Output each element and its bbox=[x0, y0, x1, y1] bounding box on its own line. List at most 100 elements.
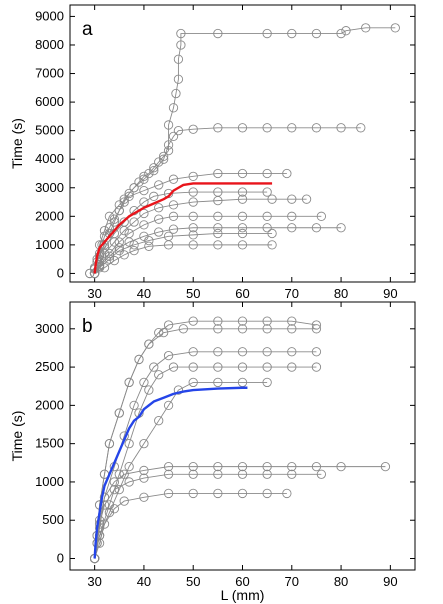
data-point bbox=[119, 496, 129, 506]
data-point bbox=[109, 217, 120, 227]
data-point bbox=[213, 488, 223, 499]
data-point bbox=[168, 174, 179, 184]
data-point bbox=[188, 316, 198, 326]
data-point bbox=[176, 40, 186, 50]
data-point bbox=[124, 377, 134, 388]
data-point bbox=[144, 241, 154, 251]
data-point bbox=[380, 461, 391, 472]
data-point bbox=[154, 180, 164, 190]
data-point bbox=[163, 140, 174, 150]
data-point bbox=[114, 408, 124, 418]
data-point bbox=[119, 469, 129, 479]
data-point bbox=[361, 23, 371, 33]
data-point bbox=[213, 123, 223, 133]
data-point bbox=[99, 263, 110, 273]
data-point bbox=[262, 168, 272, 179]
data-point bbox=[213, 228, 223, 239]
data-point bbox=[168, 103, 179, 113]
y-tick-label: 5000 bbox=[35, 123, 64, 138]
data-point bbox=[213, 28, 223, 39]
data-point bbox=[144, 168, 154, 179]
data-point bbox=[104, 248, 115, 259]
data-point bbox=[124, 477, 134, 487]
data-point bbox=[262, 123, 272, 133]
data-point bbox=[149, 165, 159, 176]
data-point bbox=[163, 350, 174, 361]
trajectory-8 bbox=[89, 240, 277, 279]
data-point bbox=[262, 324, 272, 334]
y-tick-label: 4000 bbox=[35, 151, 64, 166]
y-tick-label: 1000 bbox=[35, 474, 64, 489]
x-tick-label: 90 bbox=[383, 286, 397, 301]
data-point bbox=[144, 385, 154, 395]
mean-curve bbox=[93, 182, 273, 274]
data-point bbox=[163, 488, 174, 499]
data-point bbox=[154, 227, 164, 237]
data-point bbox=[237, 168, 248, 179]
data-point bbox=[316, 469, 327, 479]
data-point bbox=[134, 177, 144, 187]
plot-frame bbox=[69, 301, 416, 571]
data-point bbox=[124, 237, 134, 247]
data-point bbox=[262, 211, 272, 221]
panel-letter: b bbox=[82, 316, 93, 337]
data-point bbox=[149, 191, 159, 201]
data-point bbox=[139, 174, 149, 184]
data-point bbox=[213, 324, 223, 334]
data-point bbox=[139, 473, 149, 483]
data-point bbox=[262, 362, 272, 372]
trajectory-line bbox=[94, 381, 268, 559]
y-tick-label: 3000 bbox=[35, 180, 64, 195]
y-tick-label: 2500 bbox=[35, 359, 64, 374]
data-point bbox=[213, 469, 223, 479]
y-tick-label: 0 bbox=[57, 265, 64, 280]
y-tick-label: 500 bbox=[42, 512, 64, 527]
data-point bbox=[287, 362, 297, 372]
data-point bbox=[104, 211, 115, 221]
data-point bbox=[124, 461, 134, 472]
x-tick-label: 40 bbox=[137, 286, 151, 301]
data-point bbox=[213, 461, 223, 472]
data-point bbox=[188, 171, 198, 181]
data-point bbox=[287, 194, 297, 204]
x-tick-label: 80 bbox=[334, 574, 348, 589]
data-point bbox=[188, 124, 198, 134]
data-point bbox=[188, 240, 198, 250]
x-tick-label: 80 bbox=[334, 286, 348, 301]
data-point bbox=[262, 347, 272, 357]
data-point bbox=[119, 197, 129, 207]
data-point bbox=[237, 240, 248, 250]
data-point bbox=[163, 120, 174, 130]
data-point bbox=[188, 469, 198, 479]
data-point bbox=[287, 211, 297, 221]
x-tick-label: 30 bbox=[87, 574, 101, 589]
data-point bbox=[119, 250, 129, 260]
data-point bbox=[129, 183, 139, 193]
data-point bbox=[237, 488, 248, 499]
data-point bbox=[139, 492, 149, 502]
data-point bbox=[144, 339, 154, 349]
data-point bbox=[341, 26, 351, 36]
trajectory-4 bbox=[89, 194, 312, 279]
data-point bbox=[114, 243, 124, 253]
data-point bbox=[149, 362, 159, 372]
data-point bbox=[311, 28, 322, 39]
data-point bbox=[163, 461, 174, 472]
data-point bbox=[109, 255, 120, 266]
data-point bbox=[129, 245, 139, 256]
y-tick-label: 9000 bbox=[35, 8, 64, 23]
x-tick-label: 70 bbox=[285, 574, 299, 589]
data-point bbox=[188, 488, 198, 499]
data-point bbox=[267, 240, 277, 250]
data-point bbox=[287, 123, 297, 133]
trajectory-line bbox=[94, 492, 287, 559]
y-tick-label: 2000 bbox=[35, 397, 64, 412]
trajectory-line bbox=[94, 351, 317, 559]
data-point bbox=[287, 461, 297, 472]
trajectory-line bbox=[89, 27, 396, 274]
data-point bbox=[213, 377, 223, 388]
y-tick-label: 2000 bbox=[35, 208, 64, 223]
x-tick-label: 50 bbox=[186, 574, 200, 589]
trajectory-line bbox=[94, 466, 386, 559]
data-point bbox=[109, 484, 120, 495]
